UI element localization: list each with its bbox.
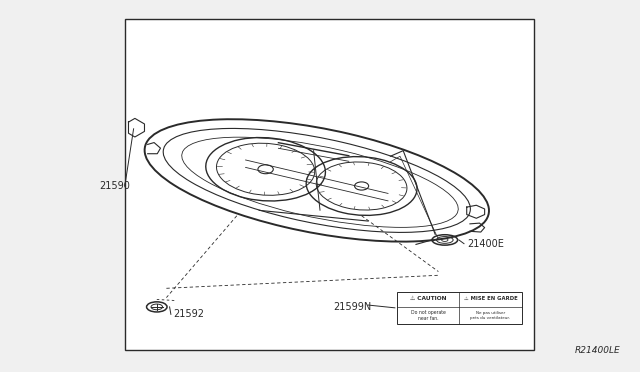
- Text: 21599N: 21599N: [333, 302, 371, 312]
- Text: 21592: 21592: [173, 310, 204, 319]
- Bar: [125, 19, 534, 350]
- Text: R21400LE: R21400LE: [575, 346, 621, 355]
- Text: 21400E: 21400E: [467, 239, 504, 248]
- Text: ⚠ CAUTION: ⚠ CAUTION: [410, 296, 446, 301]
- Text: Ne pas utiliser
près du ventilateur.: Ne pas utiliser près du ventilateur.: [470, 311, 511, 320]
- Text: 21590: 21590: [99, 181, 130, 191]
- Text: ⚠ MISE EN GARDE: ⚠ MISE EN GARDE: [463, 296, 517, 301]
- Text: Do not operate
near fan.: Do not operate near fan.: [411, 310, 445, 321]
- Bar: [397, 292, 522, 324]
